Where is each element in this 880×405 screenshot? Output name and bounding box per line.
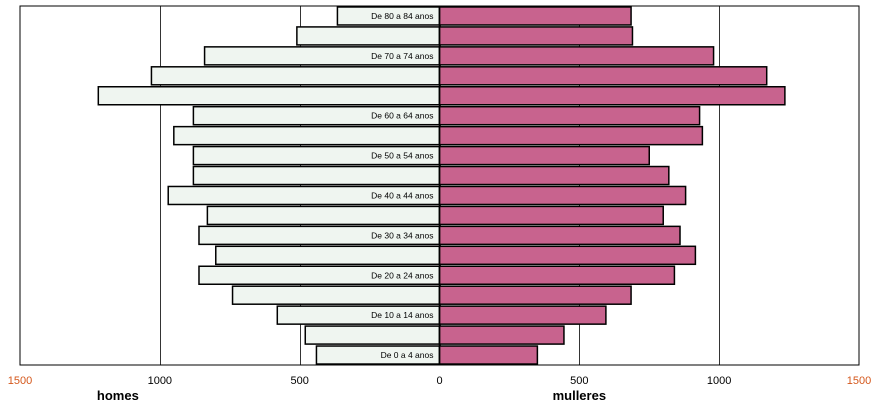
x-tick-label: 1000 [148,375,172,387]
bar-homes [97,86,441,106]
category-label: De 20 a 24 anos [371,270,433,280]
bar-mulleres [438,325,565,345]
bar-homes [206,205,441,226]
bar-homes [231,285,441,305]
bar-homes [173,125,441,146]
bar-mulleres [438,66,768,86]
label-homes: homes [97,388,139,403]
bar-mulleres [438,185,687,206]
bar-mulleres [438,105,701,126]
category-label: De 0 a 4 anos [381,350,434,360]
category-label: De 70 a 74 anos [371,51,433,61]
category-label: De 10 a 14 anos [371,310,433,320]
x-tick-label: 0 [436,375,442,387]
x-tick-label: 1500 [847,375,871,387]
bar-mulleres [438,165,670,186]
bar-mulleres [438,265,676,285]
bar-mulleres [438,26,634,46]
bar-homes [192,165,441,186]
x-tick-label: 1000 [707,375,731,387]
category-label: De 30 a 34 anos [371,230,433,240]
bar-mulleres [438,305,607,325]
x-tick-label: 500 [570,375,588,387]
bar-mulleres [438,145,650,166]
bar-mulleres [438,46,715,66]
category-label: De 50 a 54 anos [371,151,433,161]
bar-mulleres [438,285,632,305]
x-tick-label: 500 [290,375,308,387]
bar-homes [304,325,441,345]
bar-homes [150,66,441,86]
bar-mulleres [438,225,681,246]
category-label: De 60 a 64 anos [371,111,433,121]
bar-mulleres [438,345,539,365]
bar-mulleres [438,86,786,106]
category-label: De 40 a 44 anos [371,190,433,200]
bar-homes [296,26,441,46]
bar-homes [215,245,441,266]
bar-mulleres [438,245,697,266]
label-mulleres: mulleres [553,388,606,403]
bar-mulleres [438,125,704,146]
x-tick-label: 1500 [8,375,32,387]
bar-mulleres [438,6,632,26]
category-label: De 80 a 84 anos [371,11,433,21]
bar-mulleres [438,205,664,226]
